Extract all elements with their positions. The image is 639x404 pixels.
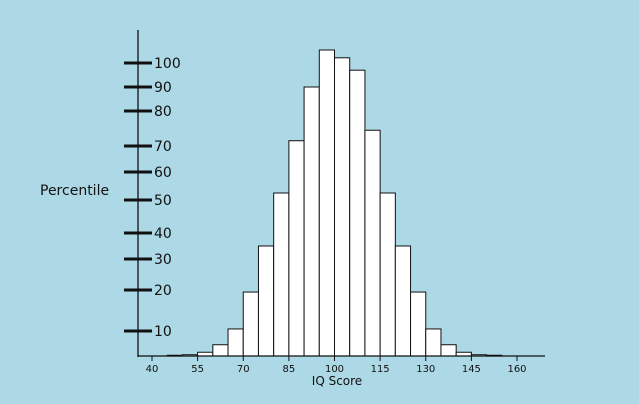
histogram-bar-9: [303, 86, 320, 357]
y-tick-label-20: 20: [154, 283, 172, 299]
chart-axes: [137, 30, 545, 357]
y-axis-ticks: 10 20 30 40 50 60 70 80 90 100: [124, 56, 181, 340]
y-tick-label-100: 100: [154, 56, 181, 72]
histogram-bar-11: [334, 57, 351, 357]
x-tick-label-160: 160: [507, 364, 526, 375]
histogram-bar-5: [242, 291, 259, 357]
y-tick-label-50: 50: [154, 193, 172, 209]
histogram-bar-17: [425, 328, 442, 357]
y-tick-label-60: 60: [154, 165, 172, 181]
histogram-bar-12: [349, 69, 366, 357]
y-tick-label-90: 90: [154, 80, 172, 96]
histogram-bar-7: [273, 192, 290, 357]
histogram-bars: [166, 49, 503, 357]
x-tick-label-130: 130: [416, 364, 435, 375]
y-tick-label-40: 40: [154, 226, 172, 242]
x-tick-label-100: 100: [325, 364, 344, 375]
y-tick-label-80: 80: [154, 104, 172, 120]
histogram-bar-15: [394, 245, 412, 357]
histogram-bar-16: [410, 291, 427, 357]
x-tick-label-70: 70: [237, 364, 250, 375]
x-tick-label-145: 145: [462, 364, 481, 375]
x-axis-title: IQ Score: [312, 374, 362, 388]
x-tick-label-115: 115: [371, 364, 390, 375]
y-tick-label-30: 30: [154, 252, 172, 268]
histogram-bar-8: [288, 140, 305, 357]
histogram-bar-4: [227, 328, 244, 357]
histogram-bar-13: [364, 129, 381, 357]
y-tick-label-10: 10: [154, 324, 172, 340]
y-tick-label-70: 70: [154, 139, 172, 155]
x-axis-ticks: 40 55 70 85 100 115 130 145 160: [146, 356, 527, 375]
histogram-bar-14: [379, 192, 396, 357]
histogram-bar-18: [440, 344, 457, 357]
x-tick-label-85: 85: [283, 364, 296, 375]
x-tick-label-40: 40: [146, 364, 159, 375]
x-tick-label-55: 55: [191, 364, 204, 375]
histogram-bar-6: [257, 245, 275, 357]
histogram-bar-10: [318, 49, 336, 357]
y-axis-title: Percentile: [40, 183, 109, 199]
histogram-bar-3: [212, 344, 229, 357]
